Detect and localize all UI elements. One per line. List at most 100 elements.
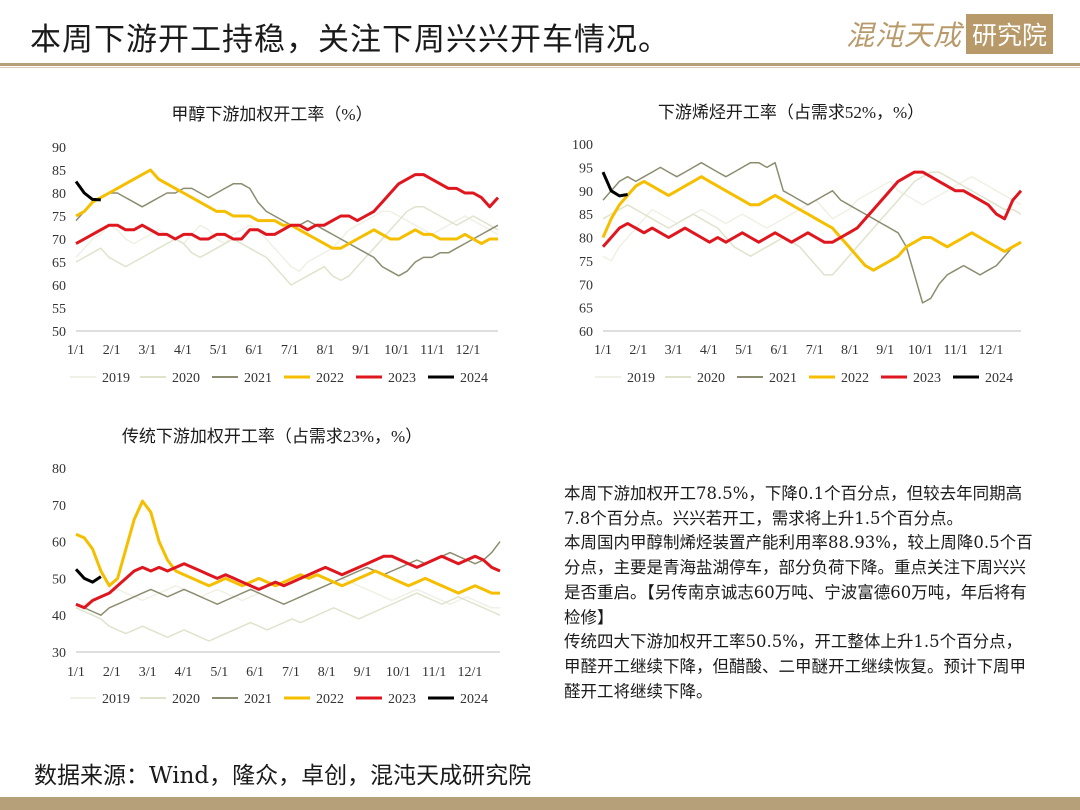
x-tick-label: 10/1	[386, 665, 411, 680]
series-line-2024	[74, 568, 102, 584]
y-tick-label: 50	[52, 325, 66, 340]
y-tick-label: 85	[52, 164, 66, 179]
y-tick-label: 90	[52, 141, 66, 156]
x-tick-label: 9/1	[876, 343, 894, 358]
x-tick-label: 8/1	[318, 665, 336, 680]
y-tick-label: 60	[52, 279, 66, 294]
series-line-2023	[75, 554, 501, 610]
page-title: 本周下游开工持稳，关注下周兴兴开车情况。	[30, 22, 670, 58]
footer-rule	[0, 797, 1080, 810]
y-tick-label: 90	[579, 185, 593, 200]
y-tick-label: 80	[52, 462, 66, 477]
series-line-2020	[602, 171, 1022, 276]
series-line-2022	[75, 499, 500, 595]
header-rule-thin	[0, 67, 1080, 68]
x-tick-label: 7/1	[282, 665, 300, 680]
series-line-2019	[75, 210, 499, 272]
commentary-paragraph-3: 传统四大下游加权开工率50.5%，开工整体上升1.5个百分点，甲醛开工继续下降，…	[564, 632, 1026, 701]
x-tick-label: 11/1	[422, 665, 446, 680]
x-tick-label: 2/1	[103, 343, 121, 358]
legend-label-2022: 2022	[316, 692, 344, 707]
x-tick-label: 2/1	[103, 665, 121, 680]
y-tick-label: 100	[572, 138, 593, 153]
series-line-2020	[75, 592, 501, 642]
legend-label-2019: 2019	[102, 371, 130, 386]
header-rule	[0, 63, 1080, 66]
y-tick-label: 65	[579, 302, 593, 317]
y-tick-label: 70	[52, 233, 66, 248]
traditional-downstream-chart: 传统下游加权开工率（占需求23%，%） 30 40 50 60 70 80 1/1 2/1 3/1…	[52, 427, 501, 707]
commentary-box: 本周下游加权开工78.5%，下降0.1个百分点，但较去年同期高7.8个百分点。兴…	[564, 482, 1034, 704]
x-tick-label: 7/1	[281, 343, 299, 358]
x-tick-label: 1/1	[67, 665, 85, 680]
legend-label-2024: 2024	[460, 371, 488, 386]
legend-label-2023: 2023	[388, 371, 416, 386]
y-tick-label: 85	[579, 208, 593, 223]
series-line-2021	[75, 541, 501, 616]
x-tick-label: 6/1	[246, 665, 264, 680]
y-tick-label: 80	[579, 232, 593, 247]
legend-label-2024: 2024	[985, 371, 1013, 386]
chart-title: 下游烯烃开工率（占需求52%，%）	[658, 103, 924, 122]
commentary-paragraph-1: 本周下游加权开工78.5%，下降0.1个百分点，但较去年同期高7.8个百分点。兴…	[564, 484, 1023, 528]
y-tick-label: 70	[52, 499, 66, 514]
x-tick-label: 1/1	[594, 343, 612, 358]
legend-label-2020: 2020	[697, 371, 725, 386]
series-line-2024	[74, 180, 101, 202]
x-tick-label: 12/1	[458, 665, 483, 680]
x-tick-label: 4/1	[175, 665, 193, 680]
series-line-2021	[75, 183, 499, 277]
brand-logo-script: 混沌天成	[846, 19, 963, 52]
x-tick-label: 6/1	[245, 343, 263, 358]
series-line-2021	[602, 161, 1022, 304]
y-tick-label: 30	[52, 646, 66, 661]
legend-label-2023: 2023	[388, 692, 416, 707]
x-tick-label: 5/1	[210, 343, 228, 358]
x-tick-label: 8/1	[317, 343, 335, 358]
y-tick-label: 80	[52, 187, 66, 202]
legend-label-2019: 2019	[102, 692, 130, 707]
legend-label-2020: 2020	[172, 371, 200, 386]
methanol-downstream-chart: 甲醇下游加权开工率（%） 50 55 60 65 70 75 80 85 90 1/1 2/1 3/1 4…	[52, 105, 500, 386]
series-line-2022	[601, 175, 1022, 272]
x-tick-label: 10/1	[384, 343, 409, 358]
legend-label-2021: 2021	[769, 371, 797, 386]
y-tick-label: 95	[579, 161, 593, 176]
x-tick-label: 3/1	[138, 343, 156, 358]
x-tick-label: 11/1	[420, 343, 444, 358]
legend-label-2023: 2023	[913, 371, 941, 386]
x-tick-label: 5/1	[210, 665, 228, 680]
y-tick-label: 60	[52, 536, 66, 551]
y-tick-label: 75	[52, 210, 66, 225]
x-tick-label: 9/1	[354, 665, 372, 680]
x-tick-label: 9/1	[352, 343, 370, 358]
x-tick-label: 12/1	[456, 343, 481, 358]
legend-label-2019: 2019	[627, 371, 655, 386]
x-tick-label: 3/1	[665, 343, 683, 358]
series-line-2022	[75, 168, 498, 250]
x-tick-label: 3/1	[139, 665, 157, 680]
series-line-2023	[75, 173, 500, 245]
y-tick-label: 40	[52, 609, 66, 624]
x-tick-label: 6/1	[770, 343, 788, 358]
legend-label-2021: 2021	[244, 371, 272, 386]
y-tick-label: 50	[52, 572, 66, 587]
x-tick-label: 4/1	[174, 343, 192, 358]
legend-label-2022: 2022	[316, 371, 344, 386]
y-tick-label: 70	[579, 278, 593, 293]
brand-logo: 混沌天成 研究院	[846, 12, 1054, 56]
x-tick-label: 7/1	[806, 343, 824, 358]
legend-label-2024: 2024	[460, 692, 488, 707]
olefin-downstream-chart: 下游烯烃开工率（占需求52%，%） 60 65 70 75 80 85 90 95 100 1/1 2…	[572, 103, 1023, 386]
chart-title: 传统下游加权开工率（占需求23%，%）	[122, 427, 422, 446]
brand-logo-box: 研究院	[966, 14, 1054, 54]
x-tick-label: 5/1	[735, 343, 753, 358]
x-tick-label: 11/1	[944, 343, 968, 358]
x-tick-label: 4/1	[700, 343, 718, 358]
y-tick-label: 65	[52, 256, 66, 271]
data-source: 数据来源：Wind，隆众，卓创，混沌天成研究院	[34, 763, 532, 789]
x-tick-label: 1/1	[67, 343, 85, 358]
y-tick-label: 60	[579, 325, 593, 340]
x-tick-label: 2/1	[629, 343, 647, 358]
chart-title: 甲醇下游加权开工率（%）	[171, 105, 372, 124]
